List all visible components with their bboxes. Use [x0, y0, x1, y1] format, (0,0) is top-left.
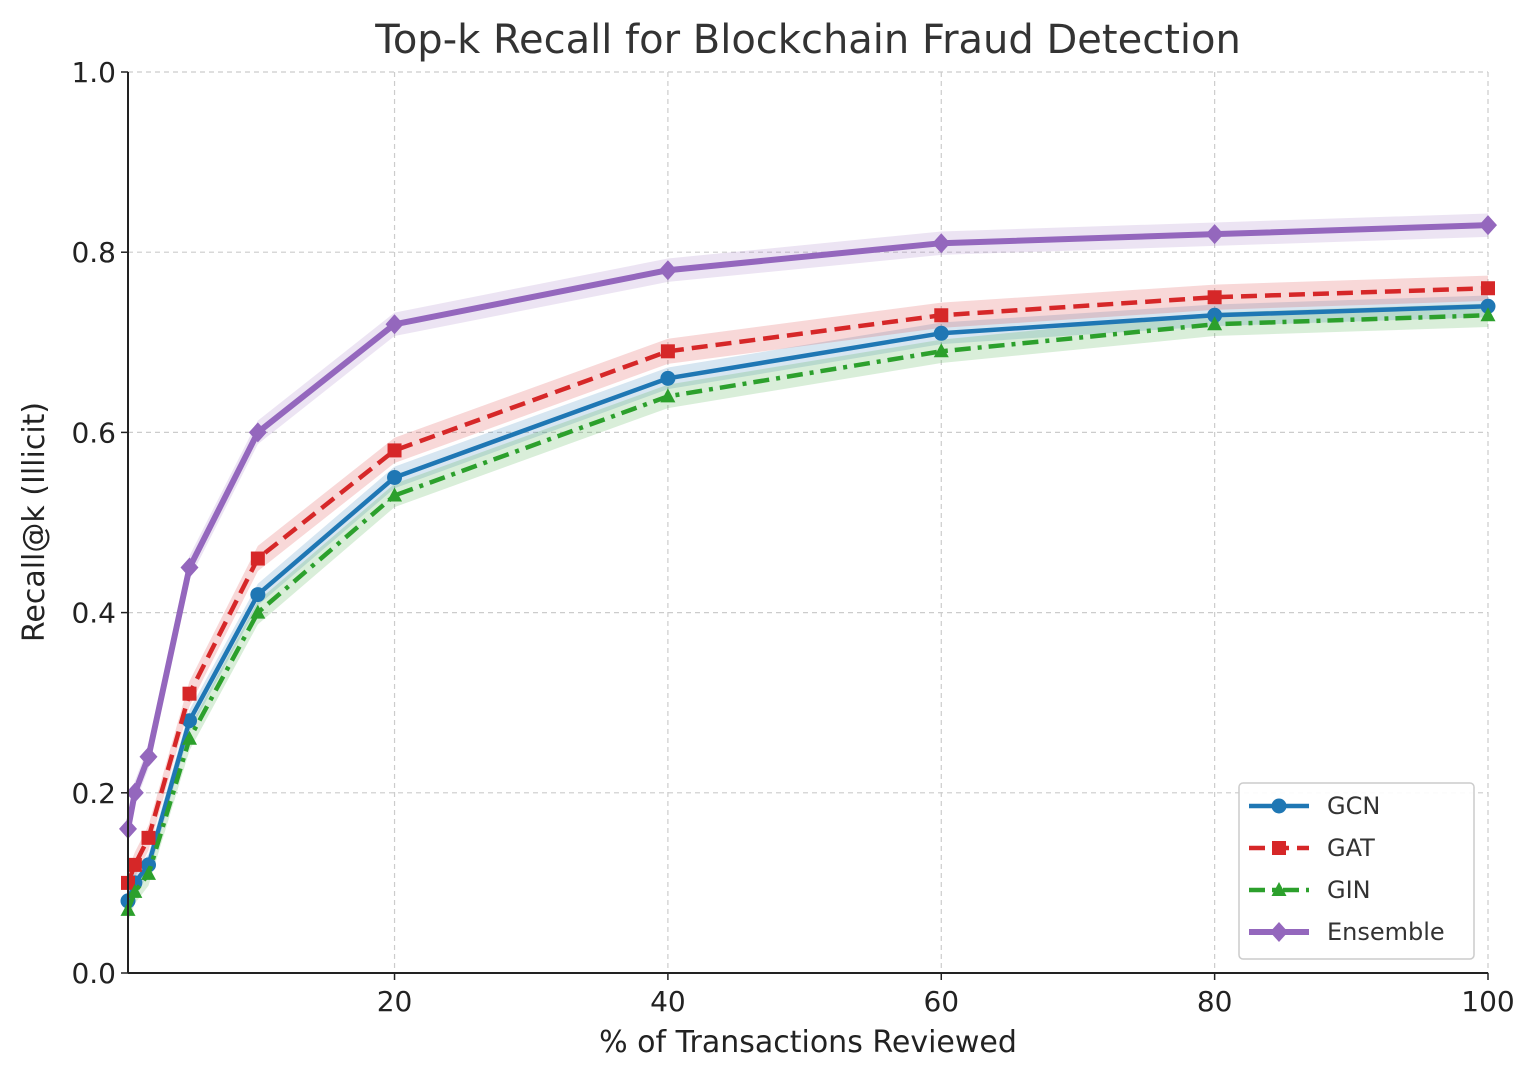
- legend-item-gcn: GCN: [1249, 792, 1380, 820]
- x-tick-label: 100: [1461, 985, 1514, 1018]
- gcn-point: [182, 713, 198, 729]
- x-tick-label: 40: [650, 985, 686, 1018]
- ensemble-point: [1479, 215, 1497, 236]
- ensemble-point: [932, 233, 951, 254]
- gin-point: [141, 865, 157, 880]
- legend-marker: [1272, 841, 1286, 855]
- gin-point: [182, 730, 198, 745]
- gcn-point: [1480, 298, 1496, 314]
- gat-point: [1481, 281, 1495, 296]
- gin-point: [1480, 307, 1496, 322]
- y-tick-label: 1.0: [71, 56, 116, 89]
- gat-point: [127, 857, 142, 872]
- gin-series: [120, 307, 1496, 916]
- gin-point: [660, 388, 676, 403]
- gat-point: [660, 344, 675, 359]
- ensemble-point: [139, 746, 158, 767]
- legend-marker: [1271, 798, 1287, 814]
- legend-marker: [1270, 922, 1288, 942]
- ensemble-point: [1205, 224, 1224, 245]
- gin-point: [127, 883, 143, 898]
- gcn-point: [250, 587, 266, 603]
- gin-line: [125, 313, 1489, 911]
- ensemble-point: [125, 782, 144, 803]
- gat-point: [1207, 290, 1222, 305]
- legend: GCN GAT GIN Ensemble: [1238, 782, 1475, 960]
- x-tick-label: 20: [377, 985, 413, 1018]
- y-tick-label: 0.2: [71, 777, 116, 810]
- x-tick-label: 60: [923, 985, 959, 1018]
- gat-series: [121, 281, 1495, 890]
- axis-layer: 20 40 60 80 100 0.0 0.2 0.4 0.6 0.8 1.0: [71, 56, 1514, 1018]
- gat-point: [250, 551, 265, 566]
- gin-point: [250, 604, 266, 619]
- gin-confidence-band: [128, 303, 1488, 922]
- gcn-line: [125, 304, 1489, 902]
- gat-line: [125, 285, 1489, 884]
- grid-layer: [128, 71, 1489, 973]
- legend-item-gat: GAT: [1249, 834, 1375, 862]
- y-axis-label: Recall@k (Illicit): [17, 402, 52, 642]
- gat-point: [141, 830, 156, 845]
- gin-point: [1207, 316, 1223, 331]
- y-tick-label: 0.6: [71, 416, 116, 449]
- ensemble-point: [180, 557, 199, 578]
- gin-point: [387, 487, 403, 502]
- y-tick-label: 0.8: [71, 236, 116, 269]
- ensemble-series: [119, 215, 1497, 839]
- gcn-point: [933, 325, 949, 341]
- gat-confidence-band: [128, 275, 1488, 896]
- legend-marker: [1271, 882, 1287, 896]
- gcn-point: [660, 370, 676, 386]
- legend-label: GIN: [1327, 876, 1371, 904]
- y-tick-label: 0.0: [71, 957, 116, 990]
- legend-label: Ensemble: [1327, 918, 1445, 946]
- gat-point: [934, 308, 949, 323]
- ensemble-point: [658, 260, 677, 281]
- legend-box: [1238, 782, 1475, 960]
- chart-title: Top-k Recall for Blockchain Fraud Detect…: [374, 17, 1241, 63]
- legend-item-ensemble: Ensemble: [1249, 918, 1445, 946]
- y-tick-label: 0.4: [71, 597, 116, 630]
- ensemble-line: [125, 222, 1489, 830]
- gat-point: [182, 686, 197, 701]
- ensemble-point: [385, 314, 404, 335]
- legend-label: GCN: [1327, 792, 1380, 820]
- legend-item-gin: GIN: [1249, 876, 1371, 904]
- x-tick-label: 80: [1197, 985, 1233, 1018]
- ensemble-point: [248, 422, 267, 443]
- gcn-point: [387, 469, 403, 485]
- series-layer: [119, 215, 1497, 916]
- x-axis-label: % of Transactions Reviewed: [599, 1025, 1017, 1060]
- legend-label: GAT: [1327, 834, 1375, 862]
- gat-point: [387, 443, 402, 458]
- gin-point: [933, 343, 949, 358]
- gcn-point: [1207, 307, 1223, 323]
